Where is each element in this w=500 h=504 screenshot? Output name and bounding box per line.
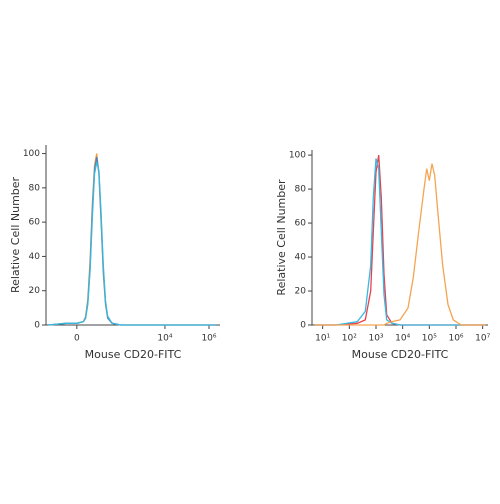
- histogram-line: [48, 156, 216, 326]
- x-tick-label: 10⁴: [157, 334, 172, 344]
- x-tick-label: 10⁶: [448, 334, 463, 344]
- y-tick-label: 0: [34, 321, 40, 331]
- y-axis-label: Relative Cell Number: [275, 179, 288, 296]
- x-tick-label: 10¹: [315, 334, 330, 344]
- y-tick-label: 20: [295, 287, 307, 297]
- y-tick-label: 80: [29, 183, 41, 193]
- y-tick-label: 20: [29, 286, 41, 296]
- x-tick-label: 10²: [342, 334, 357, 344]
- y-tick-label: 60: [29, 218, 41, 228]
- histogram-line: [314, 154, 486, 326]
- y-axis-label: Relative Cell Number: [9, 176, 22, 293]
- y-tick-label: 60: [295, 219, 307, 229]
- x-axis-label: Mouse CD20-FITC: [352, 348, 449, 361]
- y-tick-label: 40: [295, 253, 307, 263]
- x-tick-label: 10⁷: [475, 334, 490, 344]
- histogram-line: [48, 153, 216, 326]
- x-tick-label: 10³: [368, 334, 383, 344]
- x-axis-label: Mouse CD20-FITC: [85, 348, 182, 361]
- y-tick-label: 100: [23, 149, 40, 159]
- y-tick-label: 100: [289, 151, 306, 161]
- x-tick-label: 0: [74, 334, 80, 344]
- histogram-line: [48, 161, 216, 326]
- y-tick-label: 80: [295, 185, 307, 195]
- x-tick-label: 10⁵: [422, 334, 437, 344]
- y-tick-label: 0: [300, 321, 306, 331]
- histogram-line: [314, 163, 486, 326]
- y-tick-label: 40: [29, 252, 41, 262]
- histogram-line: [314, 158, 486, 326]
- x-tick-label: 10⁶: [201, 334, 216, 344]
- x-tick-label: 10⁴: [395, 334, 410, 344]
